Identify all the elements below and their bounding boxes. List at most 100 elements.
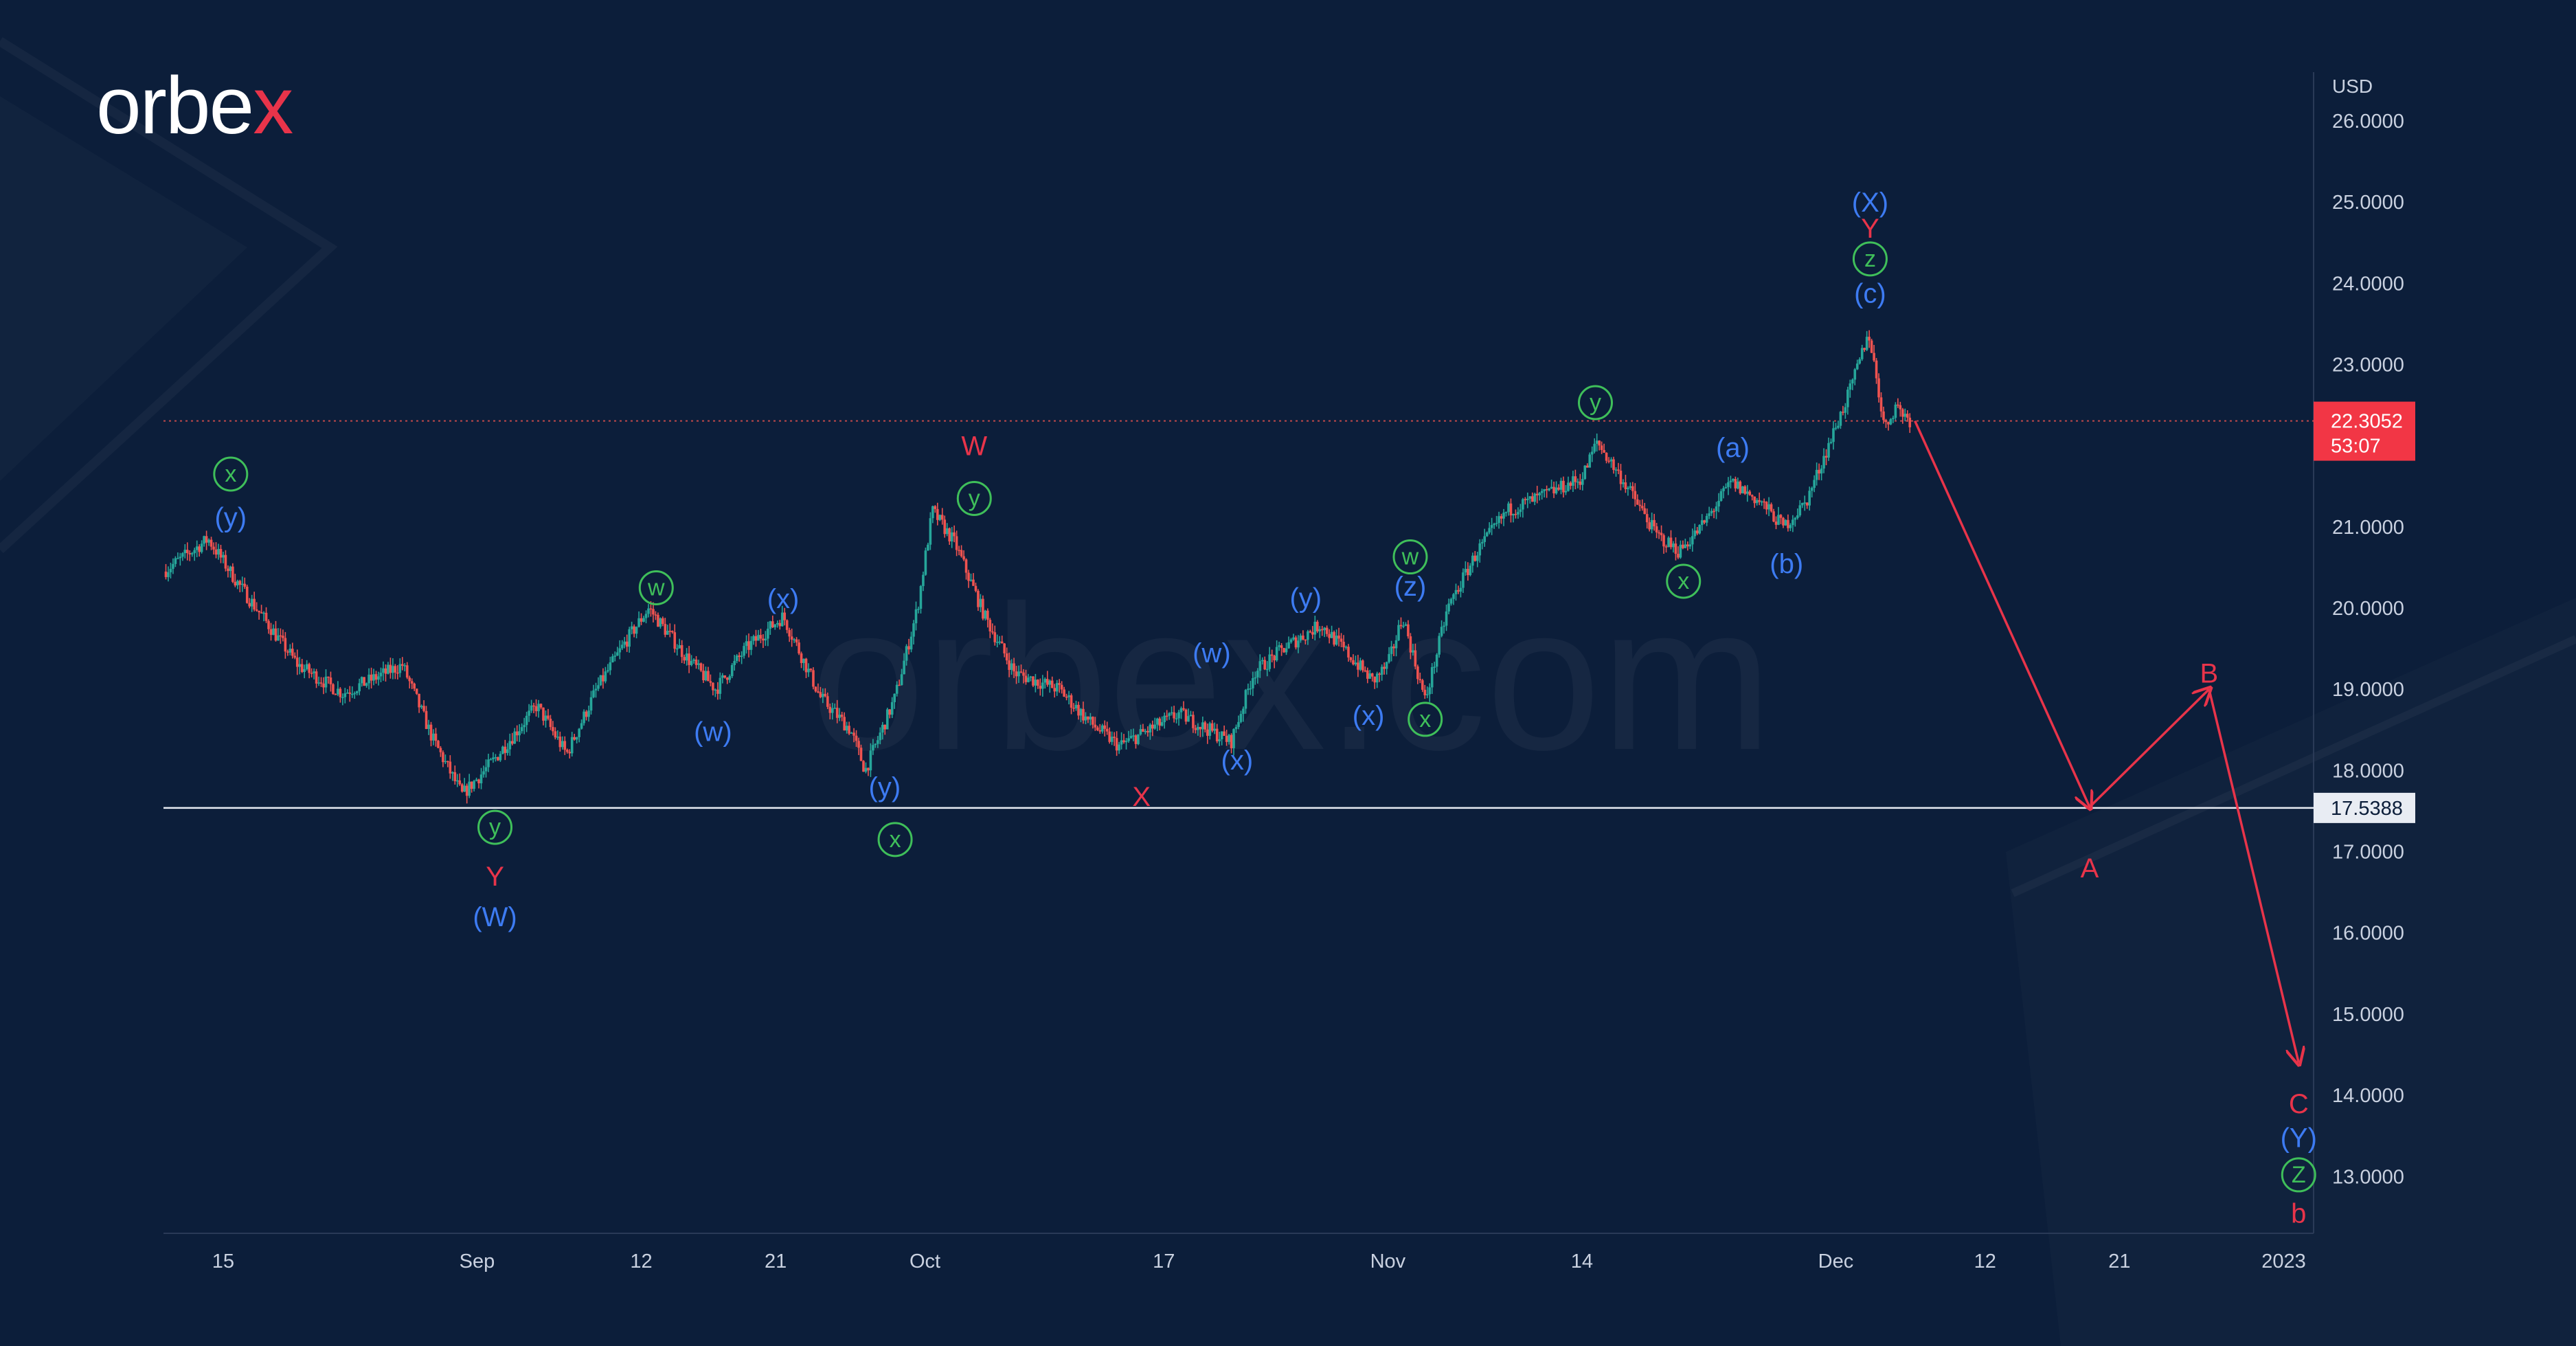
candle-body — [513, 731, 517, 744]
candle-body — [1362, 660, 1364, 671]
candle-body — [1055, 683, 1059, 692]
bg-panel-edge — [2011, 635, 2576, 897]
candle-body — [1478, 543, 1482, 556]
candle-body — [1359, 660, 1362, 670]
price-axis[interactable]: USD 26.0000 25.0000 24.0000 23.0000 21.0000 20… — [2314, 76, 2415, 1188]
candle-body — [1065, 696, 1068, 698]
candle-body — [1892, 418, 1895, 419]
candle-body — [484, 767, 488, 772]
candle-body — [580, 723, 583, 729]
candle-body — [1829, 442, 1833, 443]
candle-body — [1261, 660, 1264, 662]
wave-label-text: (y) — [869, 772, 901, 803]
wave-label-text: (y) — [1289, 583, 1322, 614]
candle-body — [1098, 730, 1102, 732]
candle-body — [1280, 645, 1283, 649]
wave-label-text: (x) — [767, 584, 800, 614]
candle-body — [1792, 519, 1794, 526]
wave-label-text: A — [2081, 853, 2099, 884]
candle-body — [1177, 712, 1180, 719]
candle-body — [487, 759, 490, 767]
candle-body — [974, 585, 978, 591]
candle-body — [570, 737, 574, 754]
candle-body — [1698, 524, 1702, 534]
candle-body — [668, 631, 672, 632]
candle-body — [1206, 729, 1209, 736]
candle-body — [1471, 555, 1474, 566]
candle-body — [463, 785, 466, 792]
candle-body — [1581, 479, 1584, 485]
candle-body — [240, 583, 244, 585]
candle-body — [532, 705, 535, 707]
x-tick-label: 15 — [212, 1250, 234, 1272]
candle-body — [1504, 512, 1508, 513]
candle-body — [379, 673, 383, 677]
candle-body — [931, 506, 934, 519]
candle-body — [767, 629, 769, 639]
y-tick-label: 23.0000 — [2332, 354, 2404, 376]
candle-body — [783, 612, 787, 620]
candle-body — [615, 652, 619, 656]
candle-body — [1865, 337, 1868, 350]
candle-body — [365, 683, 368, 686]
candle-body — [1151, 724, 1154, 729]
candle-body — [680, 645, 683, 658]
candle-body — [1210, 723, 1214, 731]
wave-label: x — [213, 456, 249, 492]
y-tick-label: 18.0000 — [2332, 760, 2404, 782]
candle-body — [1273, 655, 1276, 661]
candle-body — [303, 669, 306, 672]
candle-body — [699, 663, 703, 671]
candle-body — [1490, 525, 1493, 528]
candle-body — [752, 636, 755, 641]
background-decoration — [0, 37, 2576, 897]
candle-body — [633, 626, 635, 634]
wave-label-text: Y — [1861, 214, 1879, 244]
logo-x: x — [253, 60, 293, 151]
candle-body — [1029, 676, 1032, 678]
candle-body — [384, 668, 387, 674]
candle-body — [623, 641, 626, 645]
time-axis[interactable]: 15 Sep 12 21 Oct 17 Nov 14 Dec 12 21 2023 — [212, 1250, 2306, 1272]
candle-body — [447, 761, 449, 763]
candle-body — [394, 666, 397, 673]
candle-body — [368, 674, 370, 684]
candle-body — [492, 757, 495, 759]
candle-body — [1433, 666, 1436, 668]
candle-body — [1545, 489, 1548, 491]
candle-body — [793, 639, 795, 641]
candle-body — [1197, 726, 1199, 730]
candle-body — [1667, 537, 1670, 548]
candle-body — [1530, 496, 1534, 502]
bg-chevron-outline — [0, 37, 338, 554]
candle-body — [599, 675, 602, 686]
candle-body — [408, 677, 411, 682]
candle-body — [690, 660, 693, 665]
wave-label: z — [1852, 241, 1888, 277]
candle-body — [1050, 680, 1054, 688]
x-tick-label: 21 — [2108, 1250, 2130, 1272]
candle-body — [1032, 676, 1035, 686]
candle-body — [1454, 590, 1458, 594]
candle-body — [1258, 661, 1262, 671]
candle-body — [1732, 479, 1735, 481]
candle-body — [346, 692, 349, 694]
candle-body — [207, 539, 210, 543]
candle-body — [1218, 739, 1221, 741]
candle-body — [967, 572, 970, 581]
candle-body — [1636, 499, 1639, 505]
candle-body — [432, 733, 435, 741]
candle-body — [1244, 690, 1247, 709]
candle-body — [924, 550, 927, 575]
x-tick-label: 12 — [630, 1250, 652, 1272]
candle-body — [1679, 544, 1682, 558]
candle-body — [358, 683, 361, 692]
candle-body — [274, 628, 278, 641]
candle-body — [678, 645, 681, 649]
candle-body — [1158, 718, 1162, 726]
candle-body — [1737, 481, 1739, 489]
wave-label: w — [1392, 539, 1428, 575]
candle-body — [1213, 728, 1217, 731]
candle-body — [807, 669, 810, 673]
candle-body — [504, 746, 507, 753]
